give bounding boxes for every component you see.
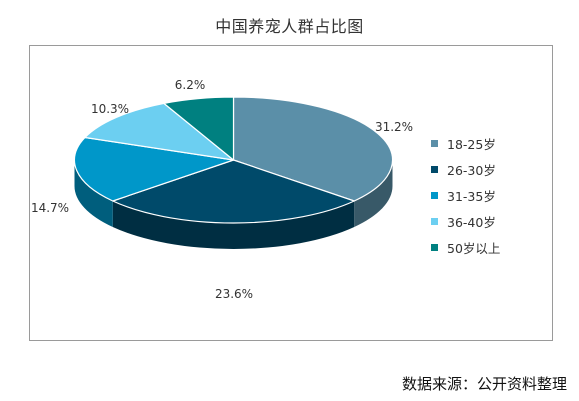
pie-slice (73, 136, 235, 202)
data-label: 23.6% (215, 287, 253, 301)
pie-side-wall (74, 160, 113, 227)
legend-label: 18-25岁 (447, 136, 496, 152)
legend-item: 26-30岁 (431, 156, 500, 182)
chart-title: 中国养宠人群占比图 (215, 17, 364, 36)
source-note: 数据来源：公开资料整理 (401, 375, 567, 393)
pie-slice (112, 159, 355, 224)
data-label: 31.2% (375, 120, 413, 134)
legend: 18-25岁 26-30岁 31-35岁 36-40岁 50岁以上 (431, 130, 500, 260)
data-label: 6.2% (175, 78, 206, 92)
legend-item: 50岁以上 (431, 234, 500, 260)
pie-side-wall (112, 201, 355, 249)
legend-item: 18-25岁 (431, 130, 500, 156)
pie-slice (84, 102, 235, 161)
legend-swatch (431, 217, 438, 225)
data-label: 14.7% (31, 201, 69, 215)
legend-swatch (431, 243, 438, 251)
legend-label: 50岁以上 (447, 240, 501, 256)
legend-item: 31-35岁 (431, 182, 500, 208)
legend-label: 26-30岁 (447, 162, 496, 178)
legend-swatch (431, 191, 438, 199)
pie-side-wall (354, 160, 393, 227)
legend-label: 36-40岁 (447, 214, 496, 230)
legend-label: 31-35岁 (447, 188, 496, 204)
legend-swatch (431, 139, 438, 147)
pie-slice (232, 96, 394, 202)
legend-item: 36-40岁 (431, 208, 500, 234)
legend-swatch (431, 165, 438, 173)
data-label: 10.3% (91, 102, 129, 116)
pie-slice (163, 96, 235, 161)
